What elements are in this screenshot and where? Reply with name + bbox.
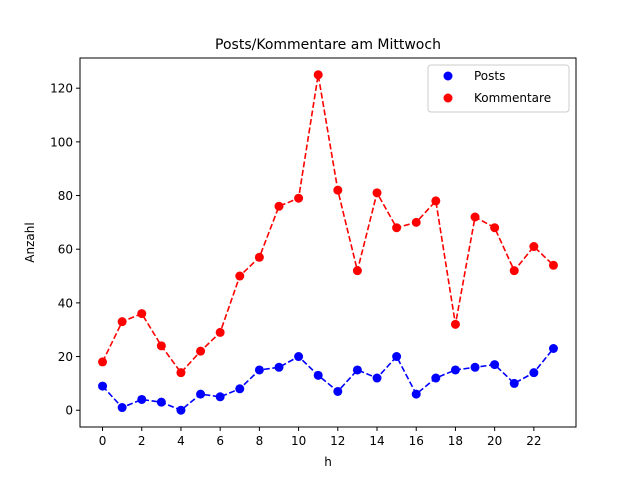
data-point-kommentare xyxy=(490,223,500,233)
data-point-posts xyxy=(431,373,441,383)
x-tick-label: 2 xyxy=(138,434,146,448)
data-point-kommentare xyxy=(529,242,539,252)
data-point-kommentare xyxy=(372,188,382,198)
y-axis-label: Anzahl xyxy=(23,222,37,262)
legend-box xyxy=(427,64,570,113)
data-point-kommentare xyxy=(548,260,558,270)
legend-marker-kommentare xyxy=(443,93,453,103)
legend: Posts Kommentare xyxy=(427,64,570,113)
data-point-kommentare xyxy=(137,309,147,319)
x-tick-label: 16 xyxy=(409,434,424,448)
data-point-posts xyxy=(215,392,225,402)
data-point-posts xyxy=(98,381,108,391)
x-tick-label: 0 xyxy=(99,434,107,448)
y-axis-ticks: 0 20 40 60 80 100 120 xyxy=(50,82,80,418)
data-point-posts xyxy=(294,352,304,362)
data-point-kommentare xyxy=(333,185,343,195)
x-axis-label: h xyxy=(324,455,332,469)
y-tick-label: 40 xyxy=(58,296,73,310)
x-tick-label: 20 xyxy=(487,434,502,448)
data-point-kommentare xyxy=(274,201,284,211)
data-point-posts xyxy=(254,365,264,375)
data-point-posts xyxy=(176,405,186,415)
x-tick-label: 8 xyxy=(256,434,264,448)
data-point-posts xyxy=(274,362,284,372)
data-point-kommentare xyxy=(352,266,362,276)
data-point-posts xyxy=(411,389,421,399)
data-point-posts xyxy=(196,389,206,399)
data-point-kommentare xyxy=(215,327,225,337)
data-point-posts xyxy=(313,370,323,380)
data-point-kommentare xyxy=(509,266,519,276)
data-point-posts xyxy=(156,397,166,407)
series-layer xyxy=(98,70,558,415)
series-kommentare xyxy=(98,70,558,378)
data-point-posts xyxy=(490,360,500,370)
data-point-posts xyxy=(392,352,402,362)
series-posts xyxy=(98,344,558,415)
data-point-kommentare xyxy=(411,217,421,227)
legend-label-posts: Posts xyxy=(474,69,505,83)
x-tick-label: 22 xyxy=(526,434,541,448)
y-tick-label: 100 xyxy=(50,135,73,149)
chart-title: Posts/Kommentare am Mittwoch xyxy=(215,37,441,53)
data-point-posts xyxy=(352,365,362,375)
data-point-kommentare xyxy=(294,193,304,203)
x-axis-ticks: 0 2 4 6 8 10 12 14 16 18 20 22 xyxy=(99,427,541,448)
data-point-kommentare xyxy=(254,252,264,262)
y-tick-label: 60 xyxy=(58,243,73,257)
y-tick-label: 0 xyxy=(65,404,73,418)
data-point-posts xyxy=(137,394,147,404)
y-tick-label: 20 xyxy=(58,350,73,364)
x-tick-label: 10 xyxy=(291,434,306,448)
legend-label-kommentare: Kommentare xyxy=(474,91,551,105)
x-tick-label: 12 xyxy=(330,434,345,448)
data-point-posts xyxy=(529,368,539,378)
data-point-kommentare xyxy=(431,196,441,206)
data-point-posts xyxy=(450,365,460,375)
x-tick-label: 14 xyxy=(369,434,384,448)
data-point-kommentare xyxy=(235,271,245,281)
y-tick-label: 80 xyxy=(58,189,73,203)
data-point-kommentare xyxy=(176,368,186,378)
data-point-kommentare xyxy=(117,317,127,327)
data-point-posts xyxy=(117,403,127,413)
plot-frame xyxy=(79,57,577,428)
data-point-posts xyxy=(372,373,382,383)
x-tick-label: 18 xyxy=(448,434,463,448)
y-tick-label: 120 xyxy=(50,82,73,96)
legend-marker-posts xyxy=(443,71,453,81)
data-point-kommentare xyxy=(450,319,460,329)
data-point-kommentare xyxy=(392,223,402,233)
data-point-posts xyxy=(333,386,343,396)
data-point-kommentare xyxy=(470,212,480,222)
data-point-kommentare xyxy=(196,346,206,356)
x-tick-label: 4 xyxy=(177,434,185,448)
data-point-kommentare xyxy=(156,341,166,351)
data-point-posts xyxy=(509,378,519,388)
data-point-kommentare xyxy=(313,70,323,80)
x-tick-label: 6 xyxy=(216,434,224,448)
data-point-posts xyxy=(235,384,245,394)
data-point-posts xyxy=(470,362,480,372)
data-point-posts xyxy=(548,344,558,354)
data-point-kommentare xyxy=(98,357,108,367)
